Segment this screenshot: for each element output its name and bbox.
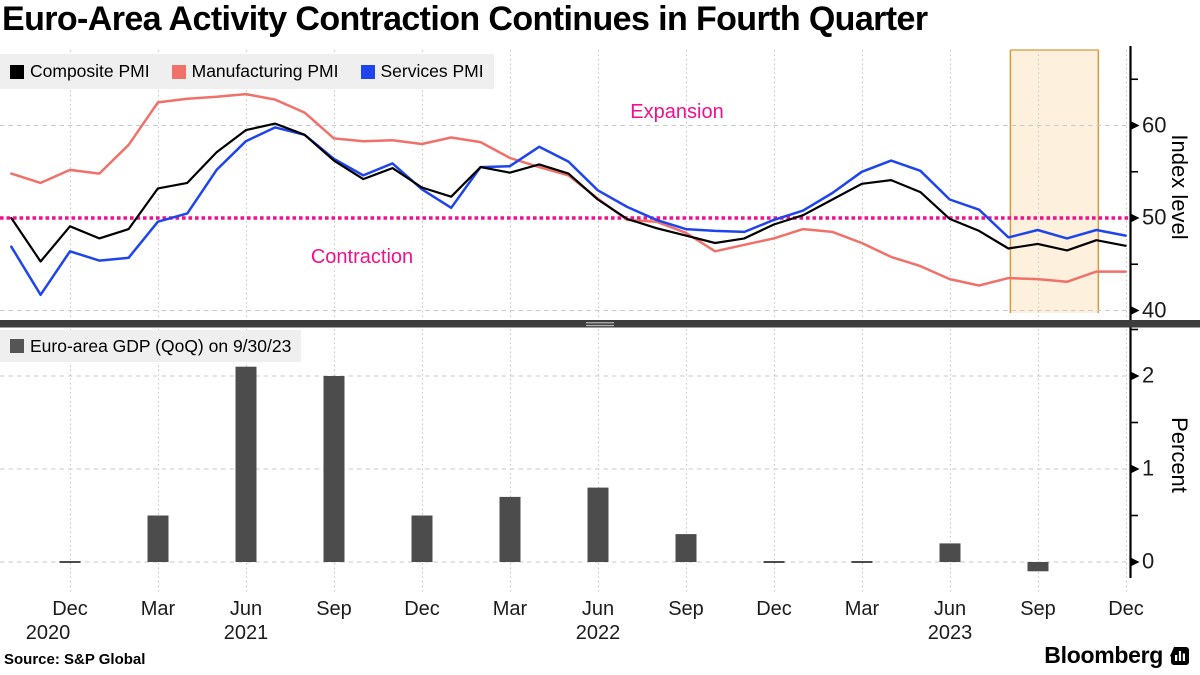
manufacturing-swatch-icon — [172, 65, 186, 79]
panel-separator — [0, 320, 1200, 328]
separator-grip-icon — [586, 322, 614, 323]
line-manufacturing-pmi — [11, 94, 1125, 285]
legend-item-manufacturing: Manufacturing PMI — [172, 61, 339, 82]
bottom-axis-title: Percent — [1166, 417, 1192, 493]
gdp-legend: Euro-area GDP (QoQ) on 9/30/23 — [0, 330, 301, 362]
gdp-bar — [236, 367, 257, 562]
gdp-swatch-icon — [10, 339, 24, 353]
gdp-bar — [676, 534, 697, 562]
separator-grip-icon — [586, 325, 614, 326]
legend-item-composite: Composite PMI — [10, 61, 150, 82]
legend-label: Euro-area GDP (QoQ) on 9/30/23 — [30, 336, 291, 357]
legend-label: Services PMI — [381, 61, 484, 82]
gdp-bar — [412, 516, 433, 563]
bloomberg-logo: Bloomberg — [1044, 642, 1190, 669]
top-axis-title: Index level — [1166, 134, 1192, 239]
gdp-bar — [60, 561, 81, 563]
gdp-bar — [764, 561, 785, 563]
expansion-zone-label: Expansion — [630, 101, 723, 124]
legend-item-services: Services PMI — [361, 61, 484, 82]
gdp-bar — [324, 376, 345, 562]
gdp-bar — [852, 561, 873, 563]
gdp-bar — [148, 516, 169, 563]
services-swatch-icon — [361, 65, 375, 79]
gdp-bar — [940, 543, 961, 562]
line-composite-pmi — [11, 124, 1125, 262]
gdp-bar — [1028, 562, 1049, 571]
line-services-pmi — [11, 127, 1125, 294]
gdp-bar — [500, 497, 521, 562]
source-credit: Source: S&P Global — [4, 651, 145, 668]
bloomberg-terminal-icon — [1170, 646, 1190, 666]
legend-label: Composite PMI — [30, 61, 150, 82]
composite-swatch-icon — [10, 65, 24, 79]
legend-item-gdp: Euro-area GDP (QoQ) on 9/30/23 — [10, 336, 291, 357]
bloomberg-chart-window: Euro-Area Activity Contraction Continues… — [0, 0, 1200, 675]
q4-highlight-band — [1010, 50, 1098, 313]
contraction-zone-label: Contraction — [311, 246, 413, 269]
pmi-legend: Composite PMI Manufacturing PMI Services… — [0, 54, 494, 89]
bloomberg-wordmark: Bloomberg — [1044, 642, 1163, 669]
gdp-bar — [588, 488, 609, 562]
legend-label: Manufacturing PMI — [192, 61, 339, 82]
